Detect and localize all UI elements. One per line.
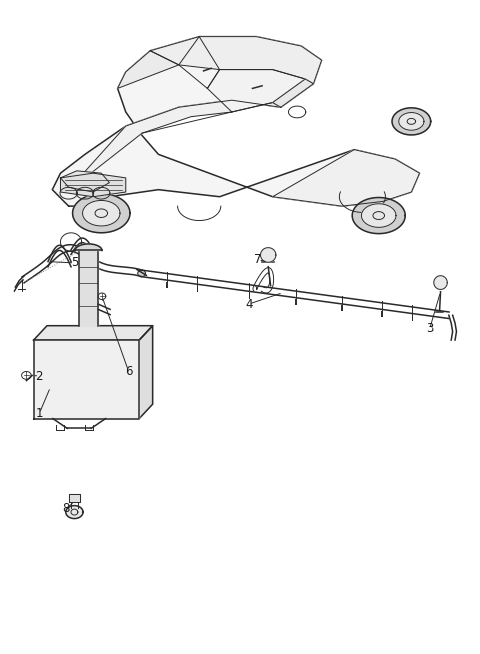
Polygon shape [352,198,405,233]
Text: 4: 4 [245,298,252,311]
Polygon shape [261,248,276,262]
Polygon shape [150,37,322,84]
Text: 1: 1 [36,407,43,420]
Polygon shape [72,194,130,233]
Text: 2: 2 [36,370,43,383]
Polygon shape [66,506,83,519]
Polygon shape [273,79,313,107]
Polygon shape [75,244,102,250]
Polygon shape [52,37,420,206]
Polygon shape [34,326,153,340]
Polygon shape [139,326,153,419]
Polygon shape [60,173,126,197]
Polygon shape [207,69,305,112]
Polygon shape [34,340,139,419]
Polygon shape [83,201,120,226]
Polygon shape [69,494,80,502]
Polygon shape [392,108,431,135]
Polygon shape [434,276,447,290]
Text: 3: 3 [426,322,433,336]
Polygon shape [60,171,109,192]
Polygon shape [118,51,179,88]
Polygon shape [399,112,424,130]
Text: 5: 5 [71,256,78,269]
Polygon shape [361,204,396,228]
Text: 7: 7 [254,253,262,266]
Text: 6: 6 [125,365,132,378]
Polygon shape [79,250,98,326]
Polygon shape [138,270,145,277]
Polygon shape [273,150,420,206]
Polygon shape [69,100,281,190]
Text: 8: 8 [62,502,70,515]
